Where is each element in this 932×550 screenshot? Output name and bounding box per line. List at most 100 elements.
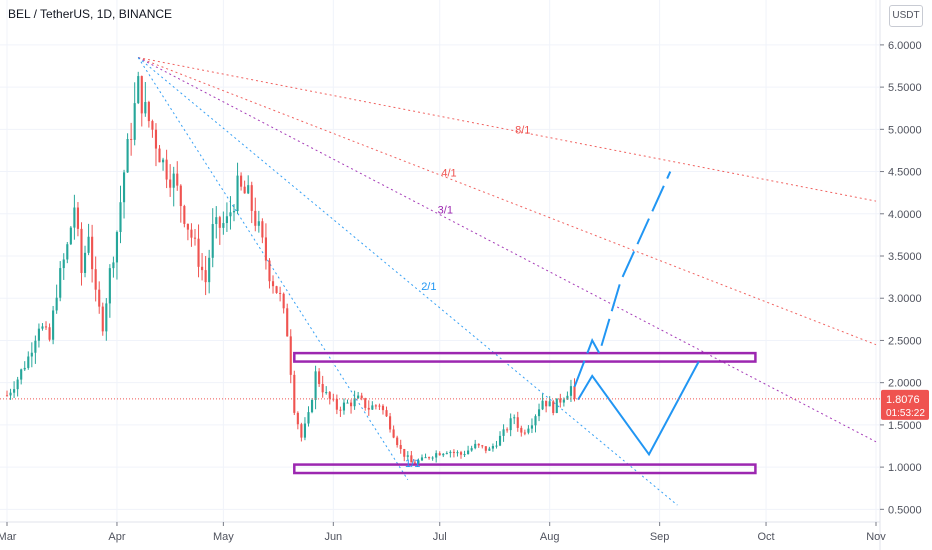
y-tick-label: 0.5000 bbox=[888, 504, 922, 516]
candle bbox=[545, 400, 548, 413]
candle bbox=[52, 305, 55, 345]
candle bbox=[438, 451, 441, 456]
y-tick-label: 2.5000 bbox=[888, 335, 922, 347]
candle bbox=[222, 211, 225, 235]
candle bbox=[122, 169, 126, 219]
x-tick-label: Aug bbox=[540, 531, 560, 543]
candle bbox=[193, 228, 197, 246]
candle bbox=[459, 450, 463, 459]
gann-fan-labels: 8/1 4/1 3/1 2/1 1/1 bbox=[405, 124, 530, 470]
candle bbox=[293, 370, 296, 416]
candle bbox=[346, 399, 349, 404]
candle bbox=[101, 302, 104, 336]
candle bbox=[541, 393, 544, 411]
candle bbox=[371, 401, 374, 410]
candle bbox=[530, 418, 534, 434]
candle bbox=[378, 403, 381, 410]
candle bbox=[474, 439, 477, 450]
candle bbox=[498, 431, 502, 447]
candle bbox=[513, 414, 516, 425]
support-zone[interactable] bbox=[293, 463, 757, 475]
candle bbox=[218, 215, 221, 245]
candle bbox=[282, 292, 285, 314]
candle bbox=[215, 206, 218, 239]
candle bbox=[449, 450, 452, 458]
candle bbox=[59, 261, 62, 302]
candle bbox=[257, 210, 260, 233]
candle bbox=[23, 361, 26, 371]
gann-label: 4/1 bbox=[441, 167, 456, 179]
candle bbox=[562, 397, 565, 407]
candle bbox=[204, 255, 207, 296]
candle bbox=[506, 427, 509, 433]
candle bbox=[374, 404, 377, 410]
candle bbox=[569, 379, 573, 402]
candle bbox=[279, 286, 282, 302]
candle bbox=[16, 376, 19, 397]
candle bbox=[559, 393, 562, 408]
candle bbox=[477, 443, 480, 448]
time-axis[interactable]: Mar Apr May Jun Jul Aug Sep Oct Nov bbox=[0, 521, 886, 543]
candle bbox=[516, 411, 519, 432]
candle bbox=[34, 335, 37, 364]
candle bbox=[176, 161, 179, 191]
corrective-path[interactable] bbox=[577, 361, 700, 457]
grid bbox=[0, 0, 880, 522]
bar-countdown: 01:53:22 bbox=[886, 408, 925, 419]
x-tick-label: Mar bbox=[0, 531, 17, 543]
candle bbox=[83, 245, 87, 278]
candle bbox=[137, 71, 140, 105]
candle bbox=[87, 223, 90, 256]
candle bbox=[339, 406, 342, 417]
candle bbox=[183, 204, 186, 228]
last-price-value: 1.8076 bbox=[886, 394, 920, 406]
candle bbox=[44, 321, 48, 330]
chart-title: BEL / TetherUS, 1D, BINANCE bbox=[8, 7, 173, 21]
candle bbox=[119, 185, 122, 244]
candle bbox=[399, 439, 402, 454]
candle bbox=[133, 82, 136, 146]
candle bbox=[9, 388, 12, 400]
bullish-path[interactable] bbox=[573, 171, 672, 388]
candle bbox=[225, 202, 228, 232]
candle bbox=[537, 403, 541, 422]
zones bbox=[293, 351, 757, 475]
candle bbox=[548, 396, 551, 407]
candle bbox=[406, 451, 409, 461]
x-tick-label: Jul bbox=[433, 531, 447, 543]
x-tick-label: Jun bbox=[324, 531, 342, 543]
candle bbox=[349, 399, 353, 414]
y-tick-label: 1.0000 bbox=[888, 462, 922, 474]
candle bbox=[509, 413, 512, 437]
candle bbox=[321, 375, 324, 398]
last-price-badge bbox=[881, 389, 929, 420]
candle bbox=[197, 224, 200, 278]
currency-button[interactable]: USDT bbox=[889, 5, 923, 27]
candle bbox=[445, 451, 448, 455]
candle bbox=[318, 368, 321, 387]
candle bbox=[66, 241, 69, 264]
candle bbox=[555, 398, 558, 414]
candle bbox=[115, 230, 119, 280]
candle bbox=[229, 196, 232, 230]
candle bbox=[325, 386, 328, 395]
candle bbox=[186, 223, 189, 241]
candle bbox=[112, 256, 115, 278]
y-tick-label: 5.5000 bbox=[888, 82, 922, 94]
candle bbox=[94, 256, 97, 302]
candle bbox=[456, 450, 459, 457]
candle bbox=[254, 197, 257, 232]
candle bbox=[140, 75, 143, 127]
gann-fan bbox=[137, 57, 877, 506]
candle bbox=[98, 281, 101, 314]
x-tick-label: May bbox=[213, 531, 234, 543]
candle bbox=[91, 224, 94, 283]
candle bbox=[364, 397, 367, 411]
candle bbox=[442, 453, 445, 458]
candle bbox=[190, 223, 193, 247]
price-axis[interactable]: 6.0000 5.5000 5.0000 4.5000 4.0000 3.5000 3.00… bbox=[879, 0, 922, 550]
candle bbox=[55, 284, 58, 314]
resistance-zone[interactable] bbox=[293, 351, 757, 363]
x-tick-label: Apr bbox=[108, 531, 125, 543]
